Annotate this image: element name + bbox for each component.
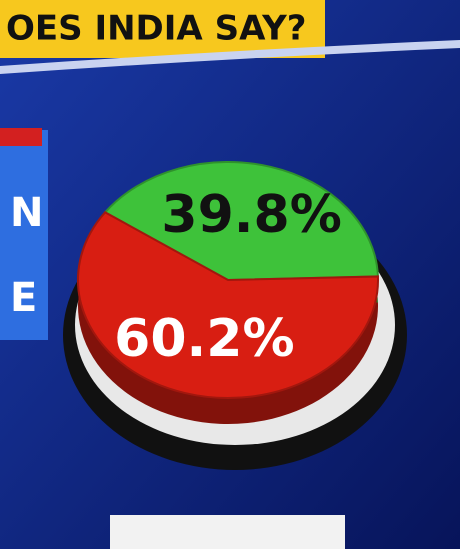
labels: 39.8% 60.2% xyxy=(114,185,342,369)
pie xyxy=(77,161,379,424)
title: OES INDIA SAY? xyxy=(6,9,306,49)
slice xyxy=(103,161,379,282)
side-panel xyxy=(0,130,48,340)
side-label: E xyxy=(10,275,37,321)
bottom-box xyxy=(110,515,345,549)
side-accent xyxy=(0,128,42,146)
divider xyxy=(0,40,460,74)
value-label: 60.2% xyxy=(114,309,294,369)
slice xyxy=(77,211,379,399)
title-banner xyxy=(0,0,325,58)
value-label: 39.8% xyxy=(161,185,341,245)
side-label: N xyxy=(10,190,43,236)
